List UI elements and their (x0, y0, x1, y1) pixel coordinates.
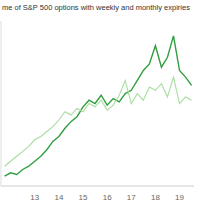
svg-text:18: 18 (151, 193, 160, 200)
svg-text:16: 16 (103, 193, 112, 200)
html-text:me of S&P 500 options with wee: me of S&P 500 options with weekly and mo… (2, 3, 190, 12)
svg-text:19: 19 (175, 193, 184, 200)
svg-text:15: 15 (79, 193, 88, 200)
svg-text:14: 14 (54, 193, 63, 200)
svg-text:17: 17 (127, 193, 136, 200)
svg-text:13: 13 (30, 193, 39, 200)
